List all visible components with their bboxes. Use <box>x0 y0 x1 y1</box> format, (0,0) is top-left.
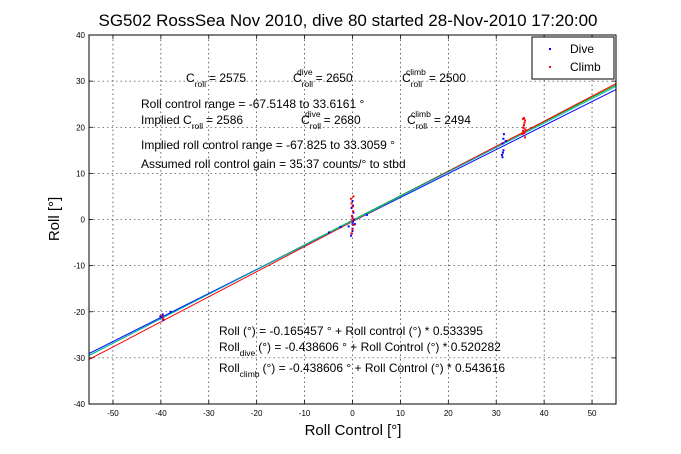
point-dive <box>352 218 355 221</box>
assumed-gain: Assumed roll control gain = 35.37 counts… <box>141 157 406 171</box>
point-dive <box>502 137 505 140</box>
roll-control-range: Roll control range = -67.5148 to 33.6161… <box>141 97 364 111</box>
point-dive <box>500 153 503 156</box>
x-tick-label: -20 <box>251 409 263 418</box>
y-axis-label: Roll [°] <box>46 197 63 241</box>
implied-c-roll-dive: Crolldive = 2680 <box>301 109 361 131</box>
point-climb <box>523 131 526 134</box>
x-tick-label: -10 <box>299 409 311 418</box>
point-dive <box>350 206 353 209</box>
x-tick-label: 30 <box>492 409 501 418</box>
point-dive <box>169 310 172 313</box>
x-tick-label: 40 <box>540 409 549 418</box>
point-dive <box>161 313 164 316</box>
point-dive <box>501 156 504 159</box>
x-tick-label: 50 <box>588 409 597 418</box>
point-climb <box>521 133 524 136</box>
y-tick-label: 30 <box>76 77 85 86</box>
point-climb <box>351 214 354 217</box>
legend-marker-dive <box>549 48 551 50</box>
point-dive <box>339 225 342 228</box>
point-climb <box>351 205 354 208</box>
point-dive <box>351 220 354 223</box>
point-dive <box>352 211 355 214</box>
center-c-roll: Croll = 2575 <box>186 71 246 89</box>
point-climb <box>522 117 525 120</box>
point-dive <box>353 223 356 226</box>
y-tick-label: 20 <box>76 123 85 132</box>
point-dive <box>351 230 354 233</box>
point-dive <box>365 213 368 216</box>
point-climb <box>352 195 355 198</box>
point-climb <box>350 197 353 200</box>
point-climb <box>161 314 164 317</box>
point-climb <box>350 202 353 205</box>
point-climb <box>162 317 165 320</box>
chart-title: SG502 RossSea Nov 2010, dive 80 started … <box>99 11 598 30</box>
point-climb <box>350 232 353 235</box>
point-climb <box>523 119 526 122</box>
point-climb <box>351 217 354 220</box>
point-climb <box>522 126 525 129</box>
x-tick-label: 10 <box>396 409 405 418</box>
x-tick-label: -50 <box>107 409 119 418</box>
point-dive <box>504 140 507 143</box>
point-dive <box>501 142 504 145</box>
point-dive <box>502 133 505 136</box>
tick-labels: -50 -40 -30 -20 -10 0 10 20 30 40 50 -40 -30 -20 -10 0 1… <box>73 31 616 418</box>
point-climb <box>523 136 526 139</box>
data-points <box>159 117 527 322</box>
legend-label-dive: Dive <box>570 42 594 56</box>
point-dive <box>328 231 331 234</box>
fit-equation-climb: Rollclimb (°) = -0.438606 ° + Roll Contro… <box>219 361 505 379</box>
implied-roll-control-range: Implied roll control range = -67.825 to … <box>141 138 395 152</box>
point-climb <box>523 123 526 126</box>
point-dive <box>162 319 165 322</box>
x-tick-label: -30 <box>203 409 215 418</box>
point-dive <box>351 200 354 203</box>
point-climb <box>523 121 526 124</box>
x-tick-label: 20 <box>444 409 453 418</box>
point-climb <box>351 219 354 222</box>
fit-equation-dive: Rolldive (°) = -0.438606 ° + Roll Control… <box>219 340 501 358</box>
x-axis-label: Roll Control [°] <box>305 422 402 439</box>
y-tick-label: 10 <box>76 169 85 178</box>
point-climb <box>352 224 355 227</box>
y-tick-label: -10 <box>73 262 85 271</box>
legend: Dive Climb <box>531 36 615 80</box>
y-tick-label: 0 <box>81 216 86 225</box>
y-tick-label: -40 <box>73 400 85 409</box>
annotations: Croll = 2575 Crolldive = 2650 Crollclimb = … <box>141 67 505 379</box>
point-dive <box>501 151 504 154</box>
point-dive <box>502 149 505 152</box>
y-tick-label: -30 <box>73 354 85 363</box>
point-dive <box>347 225 350 228</box>
y-tick-label: -20 <box>73 308 85 317</box>
fit-equation-all: Roll (°) = -0.165457 ° + Roll control (°… <box>219 324 483 338</box>
legend-label-climb: Climb <box>570 60 601 74</box>
legend-marker-climb <box>549 66 551 68</box>
point-climb <box>351 210 354 213</box>
point-climb <box>351 228 354 231</box>
point-dive <box>350 234 353 237</box>
implied-c-roll-climb: Crollclimb = 2494 <box>407 109 471 131</box>
point-dive <box>160 316 163 319</box>
center-c-roll-climb: Crollclimb = 2500 <box>402 67 466 89</box>
center-c-roll-dive: Crolldive = 2650 <box>293 67 353 89</box>
point-dive <box>159 315 162 318</box>
grid <box>89 35 616 404</box>
legend-box <box>531 36 615 80</box>
point-climb <box>522 129 525 132</box>
x-tick-label: -40 <box>155 409 167 418</box>
y-tick-label: 40 <box>76 31 85 40</box>
implied-c-roll: Implied Croll = 2586 <box>141 113 243 131</box>
point-climb <box>524 128 527 131</box>
x-tick-label: 0 <box>350 409 355 418</box>
